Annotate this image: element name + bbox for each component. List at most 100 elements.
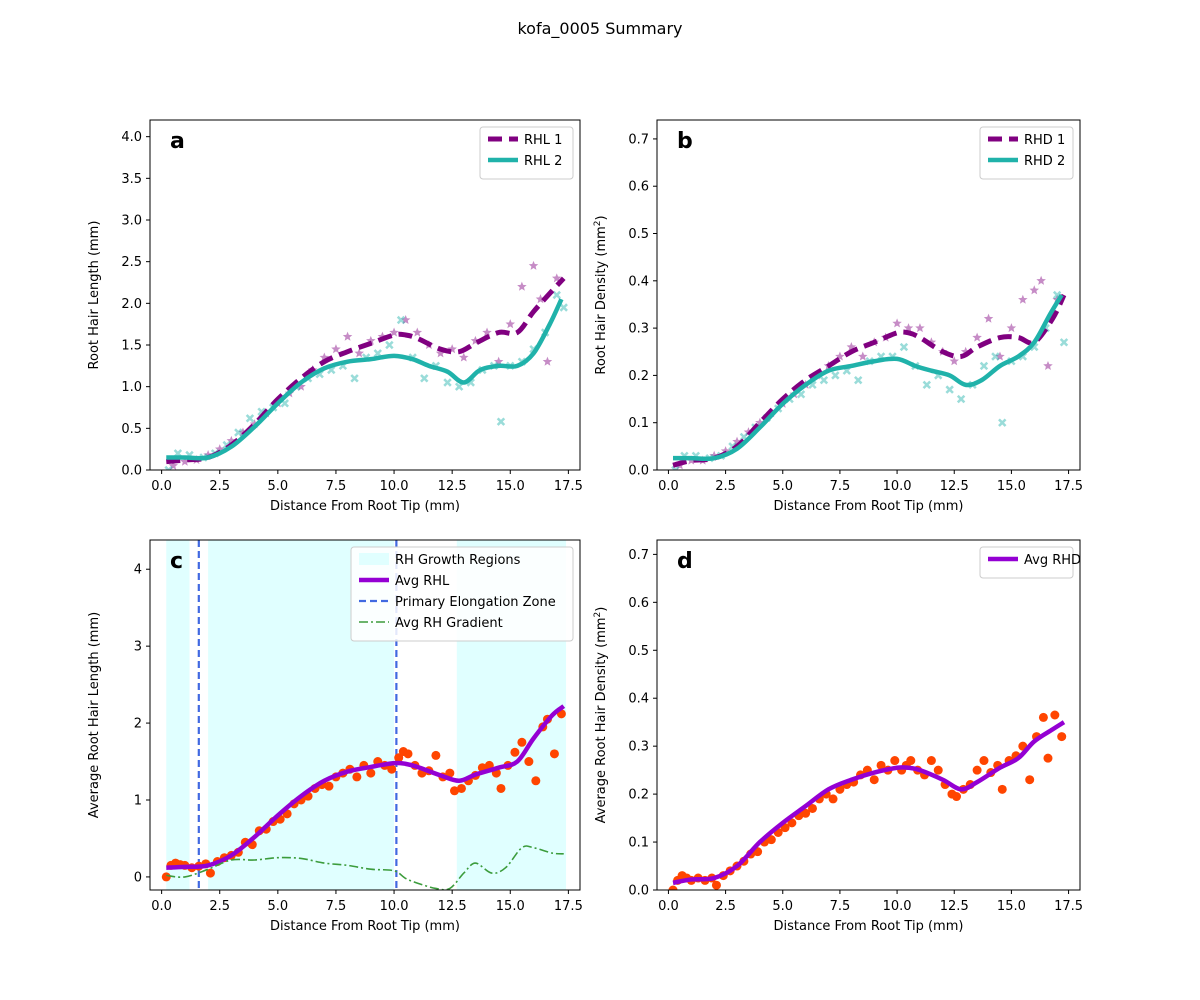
data-point — [903, 323, 914, 333]
y-tick-label: 0.1 — [628, 416, 649, 431]
data-point — [915, 323, 925, 333]
panel-label: d — [677, 549, 693, 574]
data-point — [952, 792, 962, 802]
data-point — [997, 784, 1007, 794]
y-tick-label: 3.0 — [121, 214, 142, 229]
series-line — [672, 293, 1067, 468]
x-tick-label: 12.5 — [940, 899, 969, 914]
axes-frame — [149, 119, 581, 471]
x-tick-label: 7.5 — [830, 899, 851, 914]
data-point — [835, 351, 845, 361]
y-axis-label-superscript: 2 — [593, 612, 603, 618]
data-point — [828, 794, 838, 804]
y-axis-label: Average Root Hair Length (mm) — [87, 612, 102, 818]
y-tick-label: 0.2 — [628, 788, 649, 803]
x-tick-label: 17.5 — [1054, 479, 1083, 494]
data-point — [1038, 712, 1048, 722]
x-tick-label: 17.5 — [554, 899, 583, 914]
legend-box — [350, 546, 574, 642]
x-tick-label: 2.5 — [209, 479, 230, 494]
data-point — [787, 818, 797, 828]
x-tick-label: 15.0 — [496, 479, 525, 494]
x-tick-label: 17.5 — [554, 479, 583, 494]
x-tick-label: 10.0 — [380, 479, 409, 494]
data-point — [979, 756, 989, 766]
y-tick-label: 0.2 — [628, 369, 649, 384]
data-point — [1043, 360, 1053, 370]
data-point — [443, 378, 452, 387]
panels-container: 0.0 2.5 5.0 7.5 10.0 12.5 15.0 17.50.00.51.01.5… — [87, 119, 1083, 934]
y-tick-label: 0.4 — [628, 274, 649, 289]
legend-label: Avg RHL — [395, 574, 450, 589]
data-point — [389, 327, 399, 337]
data-point — [1018, 294, 1028, 304]
legend-label: Primary Elongation Zone — [395, 595, 556, 610]
plot-area-a — [164, 260, 568, 470]
y-tick-label: 2 — [134, 717, 142, 732]
data-point — [447, 344, 457, 354]
data-point — [552, 290, 561, 300]
x-tick-label: 7.5 — [326, 479, 347, 494]
data-point — [1050, 710, 1060, 720]
data-point — [807, 803, 817, 813]
y-tick-label: 1 — [134, 794, 142, 809]
data-point — [535, 294, 546, 304]
data-point — [226, 435, 237, 445]
y-tick-label: 0 — [134, 870, 142, 885]
data-point — [926, 756, 936, 766]
y-axis-label-superscript: 2 — [593, 220, 603, 226]
series-line — [166, 845, 564, 890]
data-point — [858, 351, 868, 361]
legend-box — [979, 546, 1074, 579]
panel-d: 0.0 2.5 5.0 7.5 10.0 12.5 15.0 17.5 0.0 0.1 0.2 0.3… — [593, 539, 1083, 934]
data-point — [1057, 732, 1067, 742]
y-tick-label: 4 — [134, 563, 142, 578]
axes-frame — [149, 539, 581, 891]
legend-label: RH Growth Regions — [395, 553, 521, 568]
data-point — [296, 381, 306, 391]
data-point — [524, 757, 534, 767]
data-point — [528, 260, 539, 270]
data-point — [899, 342, 909, 352]
y-axis-label: Root Hair Density (mm2) — [593, 215, 609, 374]
x-tick-label: 10.0 — [883, 899, 912, 914]
legend: RHL 1 RHL 2 — [479, 126, 574, 180]
data-point — [1036, 275, 1046, 285]
x-tick-label: 10.0 — [380, 899, 409, 914]
y-tick-label: 0.7 — [628, 548, 649, 563]
legend-label: Avg RHD — [1024, 553, 1081, 568]
x-tick-label: 2.5 — [209, 899, 230, 914]
data-point — [496, 783, 506, 793]
y-tick-label: 0.3 — [628, 322, 649, 337]
data-point — [234, 428, 243, 437]
x-tick-label: 7.5 — [830, 479, 851, 494]
data-point — [420, 374, 429, 383]
x-tick-label: 2.5 — [715, 899, 736, 914]
data-point — [403, 749, 413, 759]
y-tick-label: 0.5 — [628, 227, 649, 242]
y-axis-label-main: Root Hair Density (mm — [594, 226, 609, 374]
y-axis-label-end: ) — [594, 607, 609, 612]
y-tick-label: 0.3 — [628, 740, 649, 755]
data-point — [542, 356, 553, 366]
data-point — [394, 753, 404, 763]
legend: RH Growth Regions Avg RHL Primary Elongati… — [350, 546, 574, 642]
panel-label: b — [677, 129, 693, 154]
data-point — [245, 414, 255, 423]
data-point — [531, 776, 541, 786]
data-point — [454, 382, 464, 391]
y-tick-label: 0.6 — [628, 596, 649, 611]
series-line — [166, 298, 564, 461]
data-point — [991, 352, 1000, 361]
y-axis-label-main: Average Root Hair Density (mm — [594, 617, 609, 823]
data-point — [869, 775, 879, 785]
data-point — [456, 783, 466, 793]
data-point — [352, 772, 362, 782]
y-tick-label: 1.5 — [121, 339, 142, 354]
legend-box — [979, 126, 1074, 180]
data-point — [180, 456, 190, 466]
x-tick-label: 10.0 — [883, 479, 912, 494]
data-point — [205, 868, 215, 878]
legend: RHD 1 RHD 2 — [979, 126, 1074, 180]
figure-title: kofa_0005 Summary — [517, 19, 682, 39]
